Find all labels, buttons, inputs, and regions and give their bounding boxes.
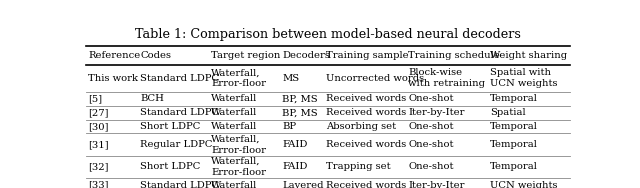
Text: BCH: BCH [140,94,164,103]
Text: Iter-by-Iter: Iter-by-Iter [408,108,465,117]
Text: Reference: Reference [88,51,140,60]
Text: Received words: Received words [326,140,407,149]
Text: Waterfall: Waterfall [211,108,257,117]
Text: Iter-by-Iter: Iter-by-Iter [408,180,465,188]
Text: Uncorrected words: Uncorrected words [326,74,424,83]
Text: [27]: [27] [88,108,108,117]
Text: BP, MS: BP, MS [282,108,318,117]
Text: Temporal: Temporal [490,162,538,171]
Text: Temporal: Temporal [490,140,538,149]
Text: Training schedule: Training schedule [408,51,500,60]
Text: [32]: [32] [88,162,108,171]
Text: Temporal: Temporal [490,94,538,103]
Text: Short LDPC: Short LDPC [140,122,200,131]
Text: UCN weights: UCN weights [490,180,557,188]
Text: BP, MS: BP, MS [282,94,318,103]
Text: Spatial: Spatial [490,108,526,117]
Text: Standard LDPC: Standard LDPC [140,74,220,83]
Text: Standard LDPC: Standard LDPC [140,180,220,188]
Text: Spatial with
UCN weights: Spatial with UCN weights [490,68,557,88]
Text: Regular LDPC: Regular LDPC [140,140,212,149]
Text: Layered: Layered [282,180,324,188]
Text: Weight sharing: Weight sharing [490,51,567,60]
Text: This work: This work [88,74,138,83]
Text: MS: MS [282,74,300,83]
Text: Received words: Received words [326,180,407,188]
Text: Standard LDPC: Standard LDPC [140,108,220,117]
Text: FAID: FAID [282,162,308,171]
Text: Trapping set: Trapping set [326,162,391,171]
Text: Table 1: Comparison between model-based neural decoders: Table 1: Comparison between model-based … [135,28,521,41]
Text: FAID: FAID [282,140,308,149]
Text: [5]: [5] [88,94,102,103]
Text: Decoders: Decoders [282,51,330,60]
Text: One-shot: One-shot [408,162,454,171]
Text: Training sample: Training sample [326,51,409,60]
Text: Absorbing set: Absorbing set [326,122,397,131]
Text: Waterfall: Waterfall [211,180,257,188]
Text: [30]: [30] [88,122,108,131]
Text: [33]: [33] [88,180,108,188]
Text: Block-wise
with retraining: Block-wise with retraining [408,68,485,88]
Text: Received words: Received words [326,94,407,103]
Text: Waterfall,
Error-floor: Waterfall, Error-floor [211,157,266,177]
Text: Waterfall: Waterfall [211,94,257,103]
Text: Waterfall,
Error-floor: Waterfall, Error-floor [211,68,266,88]
Text: Short LDPC: Short LDPC [140,162,200,171]
Text: One-shot: One-shot [408,140,454,149]
Text: BP: BP [282,122,296,131]
Text: Temporal: Temporal [490,122,538,131]
Text: Received words: Received words [326,108,407,117]
Text: Target region: Target region [211,51,280,60]
Text: One-shot: One-shot [408,94,454,103]
Text: One-shot: One-shot [408,122,454,131]
Text: [31]: [31] [88,140,109,149]
Text: Waterfall,
Error-floor: Waterfall, Error-floor [211,134,266,155]
Text: Waterfall: Waterfall [211,122,257,131]
Text: Codes: Codes [140,51,171,60]
